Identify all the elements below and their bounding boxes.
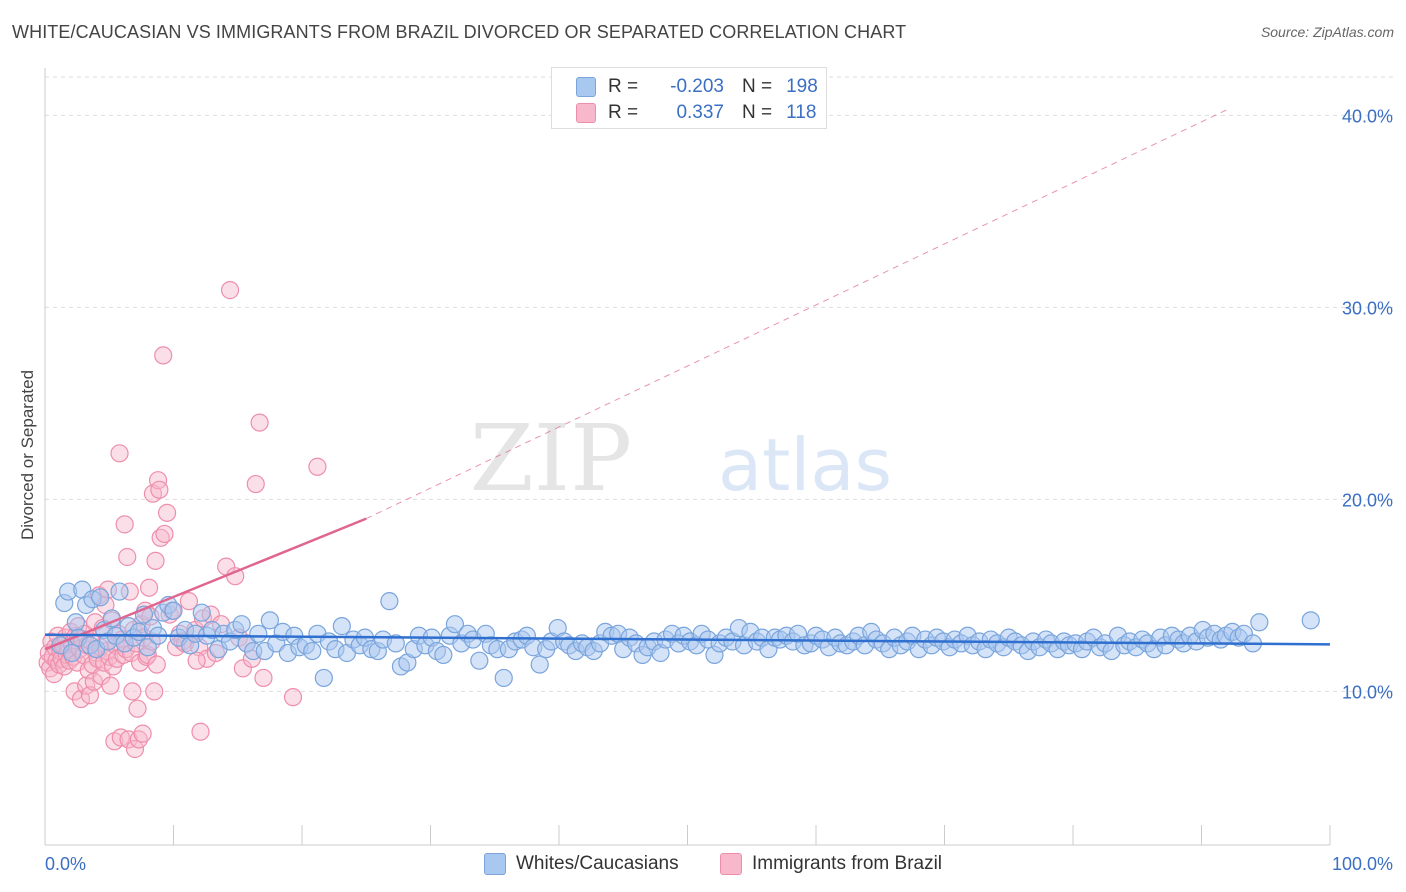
brazil-point <box>250 413 269 432</box>
brazil-point <box>187 651 206 670</box>
whites-point <box>434 645 453 665</box>
x-tick-labels: 0.0% 100.0% <box>45 854 1393 874</box>
brazil-point <box>125 739 145 759</box>
brazil-point <box>145 682 164 701</box>
whites-point <box>380 592 399 611</box>
watermark-atlas: atlas <box>718 423 892 507</box>
brazil-point <box>118 547 137 567</box>
legend-item-whites: Whites/Caucasians <box>484 852 679 876</box>
whites-point <box>260 611 279 630</box>
brazil-point <box>115 515 134 534</box>
whites-legend-swatch <box>484 853 506 875</box>
brazil-point <box>71 689 91 709</box>
whites-point <box>164 601 183 620</box>
brazil-point <box>155 524 174 544</box>
brazil-point <box>246 474 265 494</box>
brazil-point <box>133 724 152 743</box>
r-value: 0.337 <box>676 102 724 123</box>
whites-point <box>138 638 157 657</box>
source-credit: Source: ZipAtlas.com <box>1260 24 1394 40</box>
grid-lines <box>45 76 1395 692</box>
y-tick-label: 40.0% <box>1342 106 1393 126</box>
x-tick-label: 100.0% <box>1332 854 1393 874</box>
whites-point <box>1301 611 1320 630</box>
whites-point <box>110 582 129 601</box>
chart-title: WHITE/CAUCASIAN VS IMMIGRANTS FROM BRAZI… <box>12 22 907 42</box>
whites-trend-line <box>44 633 1331 646</box>
brazil-point <box>157 503 177 522</box>
brazil-point <box>283 688 303 707</box>
legend-row-brazil: R = 0.337 N = 118 <box>576 101 816 125</box>
brazil-point <box>179 592 199 611</box>
brazil-point <box>101 676 120 695</box>
whites-point <box>494 668 513 688</box>
n-label: N = <box>742 76 773 97</box>
n-value: 118 <box>786 102 817 123</box>
watermark-zip: ZIP <box>470 405 632 512</box>
whites-point <box>232 615 251 634</box>
legend-row-whites: R = -0.203 N = 198 <box>576 75 818 99</box>
brazil-point <box>154 346 173 365</box>
brazil-point <box>220 281 240 300</box>
brazil-point <box>44 665 64 684</box>
whites-point <box>192 603 211 622</box>
whites-point <box>386 634 405 653</box>
whites-point <box>445 615 465 634</box>
brazil-point <box>123 682 142 701</box>
whites-swatch <box>576 77 596 97</box>
brazil-legend-swatch <box>720 853 742 875</box>
whites-point <box>303 641 322 661</box>
r-label: R = <box>608 102 639 123</box>
whites-point <box>314 668 333 688</box>
brazil-point <box>147 655 166 674</box>
whites-point <box>91 588 110 607</box>
n-label: N = <box>742 102 773 123</box>
brazil-swatch <box>576 103 596 123</box>
brazil-trend-line <box>44 517 367 651</box>
whites-point <box>62 643 82 663</box>
brazil-point <box>148 471 168 490</box>
y-tick-label: 10.0% <box>1342 682 1393 702</box>
y-tick-label: 20.0% <box>1342 490 1393 510</box>
whites-point <box>66 613 85 632</box>
whites-point <box>332 617 351 636</box>
r-label: R = <box>608 76 639 97</box>
whites-point <box>249 624 268 643</box>
n-value: 198 <box>786 76 818 97</box>
y-tick-labels: 10.0% 20.0% 30.0% 40.0% <box>1342 106 1393 702</box>
correlation-legend: R = -0.203 N = 198 R = 0.337 N = 118 <box>551 67 827 129</box>
y-tick-label: 30.0% <box>1342 298 1393 318</box>
watermark: ZIP atlas <box>470 405 892 512</box>
brazil-point <box>139 578 159 597</box>
r-value: -0.203 <box>670 76 724 97</box>
brazil-point <box>150 480 169 499</box>
brazil-point <box>254 668 273 688</box>
brazil-legend-label: Immigrants from Brazil <box>752 853 943 874</box>
brazil-point <box>128 699 147 718</box>
brazil-point <box>146 551 165 570</box>
brazil-series-points <box>38 281 327 759</box>
brazil-point <box>110 444 129 463</box>
trend-lines <box>44 109 1331 651</box>
brazil-point <box>80 686 100 705</box>
brazil-point <box>308 457 327 476</box>
brazil-point <box>191 722 210 741</box>
whites-legend-label: Whites/Caucasians <box>516 853 679 874</box>
x-tick-label: 0.0% <box>45 854 86 874</box>
legend-item-brazil: Immigrants from Brazil <box>720 852 942 876</box>
whites-point <box>530 655 549 674</box>
axes <box>44 68 1331 846</box>
whites-point <box>470 651 489 670</box>
brazil-trend-extrapolated <box>366 109 1228 520</box>
whites-point <box>1250 613 1269 632</box>
